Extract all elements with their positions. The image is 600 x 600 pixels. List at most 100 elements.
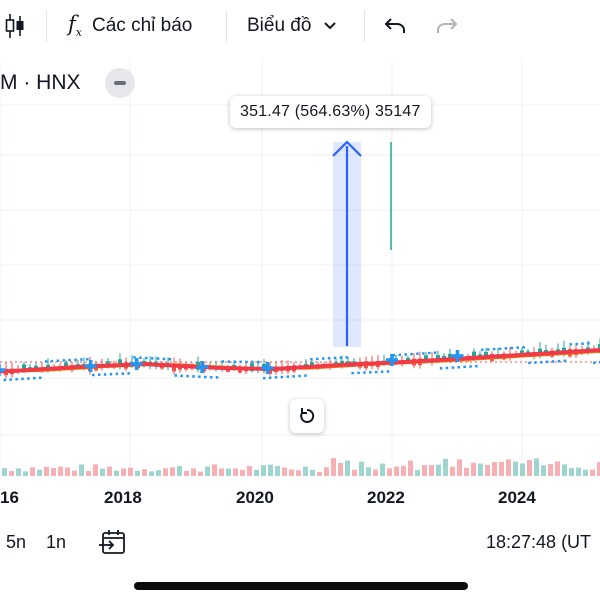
volume-bar <box>303 466 308 476</box>
volume-bar <box>275 466 280 476</box>
sar-dot <box>321 357 325 360</box>
sar-dot <box>410 352 413 356</box>
undo-button[interactable] <box>383 0 407 52</box>
sar-dot <box>15 378 18 381</box>
symbol-name[interactable]: M · HNX <box>0 71 81 94</box>
volume-bar <box>359 461 364 476</box>
sar-dot <box>9 378 12 381</box>
volume-bar <box>135 470 140 476</box>
volume-bar <box>247 466 252 476</box>
sar-dot <box>80 358 83 361</box>
volume-bar <box>590 469 595 476</box>
go-to-date-button[interactable] <box>98 528 128 561</box>
volume-bar <box>338 462 343 476</box>
chart-type-button[interactable]: Biểu đồ <box>247 0 337 52</box>
clock-time[interactable]: 18:27:48 (UT <box>486 532 592 552</box>
sar-dot <box>38 376 42 380</box>
reset-icon <box>300 408 315 423</box>
signal-marker <box>261 362 274 374</box>
sar-dot <box>97 373 101 376</box>
sar-dot <box>44 360 48 363</box>
sar-dot <box>551 360 555 363</box>
range-1y-button[interactable]: 1n <box>46 532 67 552</box>
sar-dot <box>245 360 248 364</box>
ma-main-line <box>0 348 600 374</box>
sar-dot <box>251 360 254 364</box>
indicators-button[interactable]: fx Các chỉ báo <box>68 0 192 52</box>
signal-marker <box>386 354 398 366</box>
undo-icon <box>384 18 405 33</box>
reset-chart-button[interactable] <box>290 399 324 433</box>
volume-bar <box>366 467 371 476</box>
sar-dot <box>516 346 519 349</box>
sar-dot <box>221 360 225 363</box>
volume-bar <box>282 467 287 476</box>
sar-dot <box>534 361 537 364</box>
volume-bar <box>156 470 161 476</box>
toolbar-divider <box>364 10 365 42</box>
sar-dot <box>575 342 578 346</box>
symbol-legend: M · HNX <box>0 60 135 106</box>
sar-dot <box>68 358 71 362</box>
volume-bar <box>317 471 322 476</box>
sar-dot <box>150 357 154 360</box>
fx-icon: fx <box>68 12 82 40</box>
volume-bar <box>527 460 532 476</box>
range-5y-button[interactable]: 5n <box>6 532 27 552</box>
x-axis[interactable]: 16 2018 2020 2022 2024 <box>0 484 600 512</box>
candle <box>598 344 600 352</box>
volume-bar <box>555 461 560 476</box>
sar-dot <box>298 374 301 378</box>
volume-bar <box>37 469 42 476</box>
volume-bar <box>499 461 504 476</box>
signal-marker <box>84 360 97 372</box>
home-indicator <box>134 582 468 590</box>
volume-bar <box>345 460 350 476</box>
sar-dot <box>545 360 549 364</box>
bottom-bar: 5n 1n 18:27:48 (UT <box>0 526 600 562</box>
volume-bar <box>310 469 315 476</box>
collapse-legend-button[interactable] <box>104 68 135 98</box>
volume-bar <box>380 463 385 476</box>
volume-bar <box>569 468 574 476</box>
volume-bar <box>16 468 21 476</box>
sar-dot <box>239 360 242 364</box>
sar-dot <box>133 356 136 359</box>
volume-bar <box>65 467 70 476</box>
x-tick-label: 2018 <box>104 488 142 507</box>
volume-bar <box>534 458 539 476</box>
x-tick-label: 2024 <box>498 488 536 507</box>
sar-dot <box>416 352 419 356</box>
sar-dot <box>280 375 284 379</box>
sar-dot <box>168 357 172 361</box>
redo-button[interactable] <box>435 0 459 52</box>
sar-dot <box>357 371 360 375</box>
candle <box>22 364 26 372</box>
sar-dot <box>463 365 466 369</box>
volume-bar <box>51 468 56 476</box>
sar-dot <box>121 372 124 375</box>
signal-marker <box>196 361 209 373</box>
sar-dot <box>451 366 455 369</box>
volume-bar <box>450 466 455 476</box>
candle <box>448 353 452 361</box>
sar-dot <box>457 366 460 369</box>
x-tick-label: 2020 <box>236 488 274 507</box>
sar-dot <box>563 359 567 363</box>
sar-dot <box>380 370 384 374</box>
volume-bar <box>415 469 420 476</box>
sar-dot <box>33 376 36 380</box>
volume-bar <box>79 464 84 476</box>
sar-dot <box>139 356 142 359</box>
sar-dot <box>56 359 60 362</box>
sar-dot <box>498 347 502 350</box>
volume-bar <box>72 470 77 476</box>
volume-bar <box>422 465 427 476</box>
sar-dot <box>481 348 484 352</box>
sar-dot <box>274 376 278 379</box>
x-tick-label: 16 <box>0 488 19 507</box>
sar-dot <box>103 373 107 376</box>
candlestick-icon[interactable] <box>4 0 26 52</box>
volume-bar <box>205 466 210 476</box>
minus-icon <box>113 81 126 85</box>
